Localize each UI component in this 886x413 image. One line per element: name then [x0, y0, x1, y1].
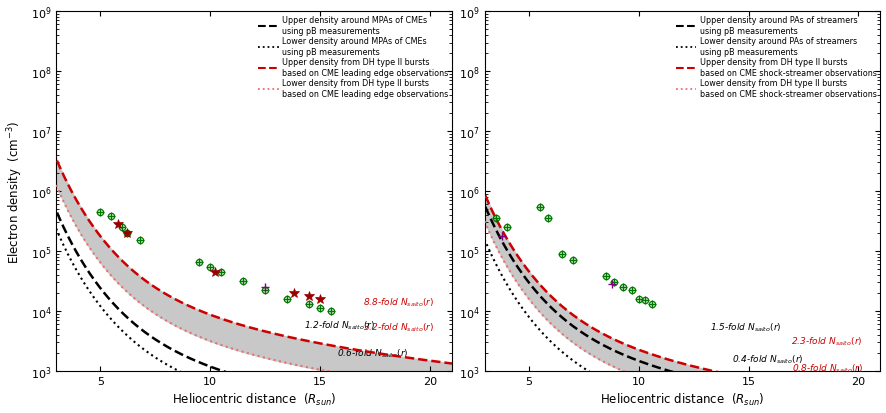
Text: 0.8-fold $N_{saito}(r)$: 0.8-fold $N_{saito}(r)$ — [791, 361, 863, 374]
Text: 0.6-fold $N_{saito}(r)$: 0.6-fold $N_{saito}(r)$ — [337, 347, 408, 359]
Legend: Upper density around MPAs of CMEs
using pB measurements, Lower density around MP: Upper density around MPAs of CMEs using … — [256, 14, 450, 101]
Text: 1.2-fold $N_{saito}(r)$: 1.2-fold $N_{saito}(r)$ — [304, 318, 375, 331]
Text: 0.4-fold $N_{saito}(r)$: 0.4-fold $N_{saito}(r)$ — [732, 353, 804, 365]
Y-axis label: Electron density  (cm$^{-3}$): Electron density (cm$^{-3}$) — [5, 120, 25, 263]
Text: 2.3-fold $N_{saito}(r)$: 2.3-fold $N_{saito}(r)$ — [791, 335, 863, 347]
Text: 3.2-fold $N_{saito}(r)$: 3.2-fold $N_{saito}(r)$ — [363, 320, 434, 333]
X-axis label: Heliocentric distance  ($R_{sun}$): Heliocentric distance ($R_{sun}$) — [601, 392, 765, 408]
Text: 1.5-fold $N_{saito}(r)$: 1.5-fold $N_{saito}(r)$ — [710, 320, 781, 333]
Legend: Upper density around PAs of streamers
using pB measurements, Lower density aroun: Upper density around PAs of streamers us… — [673, 14, 879, 101]
Text: 8.8-fold $N_{saito}(r)$: 8.8-fold $N_{saito}(r)$ — [363, 296, 434, 309]
X-axis label: Heliocentric distance  ($R_{sun}$): Heliocentric distance ($R_{sun}$) — [172, 392, 337, 408]
